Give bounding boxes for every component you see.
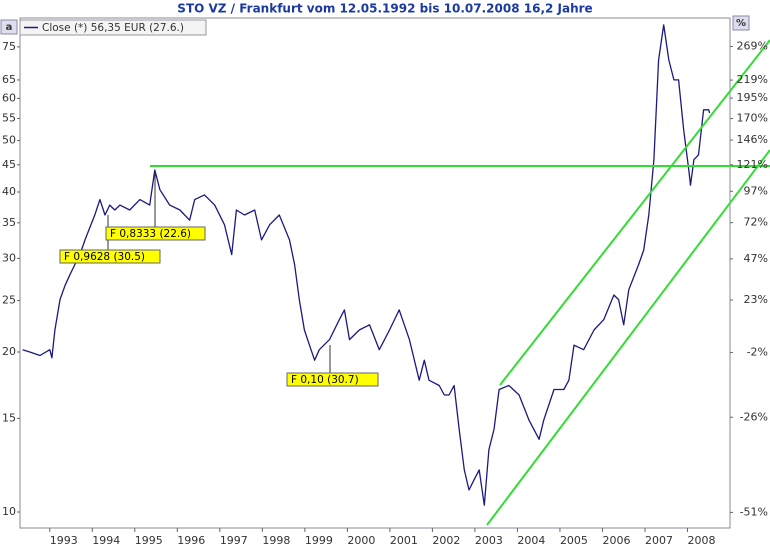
y2-tick-label: 269% — [737, 39, 768, 52]
y2-tick-label: -26% — [740, 410, 768, 423]
y2-tick-label: -51% — [740, 505, 768, 518]
x-tick-label: 1993 — [50, 534, 78, 547]
legend — [19, 19, 207, 36]
y-tick-label: 15 — [2, 411, 16, 424]
x-tick-label: 2000 — [347, 534, 375, 547]
price-line — [22, 24, 711, 506]
y-tick-label: 60 — [2, 91, 16, 104]
x-tick-label: 2003 — [475, 534, 503, 547]
y-tick-label: 25 — [2, 293, 16, 306]
x-tick-label: 2006 — [602, 534, 630, 547]
x-tick-label: 1999 — [305, 534, 333, 547]
y2-tick-label: 219% — [737, 73, 768, 86]
plot-frame — [19, 17, 731, 529]
y-tick-label: 65 — [2, 73, 16, 86]
icon[interactable] — [732, 15, 750, 31]
x-tick-label: 1998 — [262, 534, 290, 547]
annotation-label: F 0,8333 (22.6) — [110, 228, 191, 240]
y-tick-label: 10 — [2, 505, 16, 518]
y-tick-label: 55 — [2, 111, 16, 124]
annotation-label: F 0,10 (30.7) — [291, 374, 359, 386]
y2-tick-label: 97% — [744, 184, 768, 197]
y2-tick-label: -2% — [747, 345, 768, 358]
icon-a: a — [6, 22, 13, 33]
annotation-label: F 0,9628 (30.5) — [64, 251, 145, 263]
y2-tick-label: 170% — [737, 112, 768, 125]
chart-title: STO VZ / Frankfurt vom 12.05.1992 bis 10… — [177, 2, 592, 16]
y-tick-label: 50 — [2, 133, 16, 146]
y-tick-label: 40 — [2, 185, 16, 198]
y2-tick-label: 121% — [737, 158, 768, 171]
x-tick-label: 2002 — [432, 534, 460, 547]
x-tick-label: 1995 — [135, 534, 163, 547]
y-tick-label: 45 — [2, 158, 16, 171]
legend-label: Close (*) 56,35 EUR (27.6.) — [42, 22, 184, 34]
x-tick-label: 2001 — [390, 534, 418, 547]
annotation-box — [105, 226, 206, 241]
x-tick-label: 1996 — [177, 534, 205, 547]
y-tick-label: 20 — [2, 345, 16, 358]
x-tick-label: 2007 — [645, 534, 673, 547]
y-tick-label: 35 — [2, 216, 16, 229]
y2-tick-label: 146% — [737, 133, 768, 146]
y2-tick-label: 47% — [744, 252, 768, 265]
x-tick-label: 1997 — [220, 534, 248, 547]
x-tick-label: 2008 — [687, 534, 715, 547]
x-tick-label: 2004 — [517, 534, 545, 547]
y2-tick-label: 195% — [737, 91, 768, 104]
y-tick-label: 30 — [2, 251, 16, 264]
y2-tick-label: 72% — [744, 216, 768, 229]
trend-line — [486, 149, 770, 526]
x-tick-label: 1994 — [92, 534, 120, 547]
icon[interactable] — [0, 19, 18, 35]
annotation-box — [59, 249, 161, 264]
y2-tick-label: 23% — [744, 293, 768, 306]
annotation-box — [286, 372, 379, 387]
trend-line — [499, 39, 770, 386]
x-tick-label: 2005 — [560, 534, 588, 547]
y-tick-label: 75 — [2, 40, 16, 53]
y2-label: % — [736, 18, 746, 29]
